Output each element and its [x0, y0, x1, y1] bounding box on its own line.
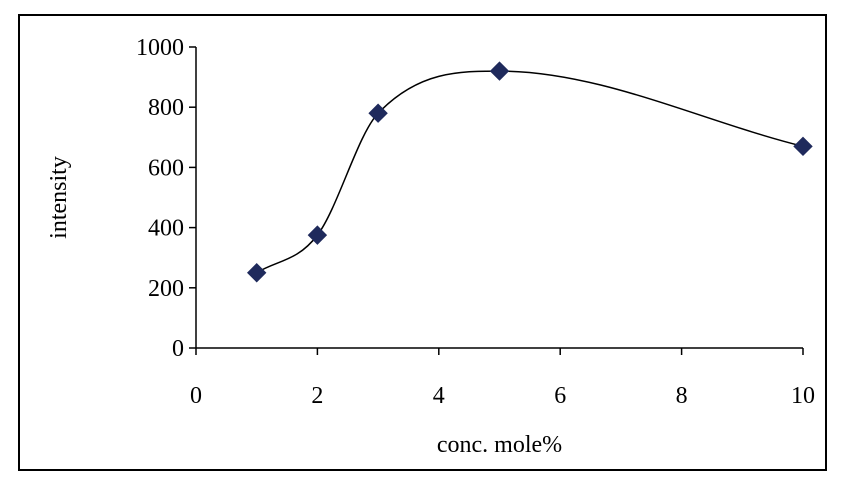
x-tick-label: 10	[791, 383, 815, 409]
data-point-marker	[307, 225, 328, 245]
x-axis-label: conc. mole%	[437, 432, 562, 458]
series-markers	[246, 61, 813, 283]
chart-axes	[195, 47, 803, 349]
chart-ticks: 0 200 400 600 800 1000 0 2 4 6 8 10	[136, 35, 815, 409]
y-tick-label: 600	[148, 155, 184, 181]
data-point-marker	[793, 136, 813, 157]
y-tick-label: 800	[148, 95, 184, 121]
y-axis-label: intensity	[46, 156, 72, 239]
data-point-marker	[368, 103, 388, 123]
chart-frame	[18, 14, 827, 471]
y-tick-label: 200	[148, 276, 184, 302]
y-tick-label: 1000	[136, 35, 184, 61]
y-tick-label: 0	[172, 336, 184, 362]
x-tick-label: 8	[676, 383, 688, 409]
x-tick-label: 6	[554, 383, 566, 409]
y-tick-label: 400	[148, 216, 184, 242]
data-point-marker	[489, 61, 510, 81]
x-tick-label: 0	[190, 383, 202, 409]
x-tick-label: 4	[433, 383, 445, 409]
data-point-marker	[246, 263, 267, 283]
series-curve	[256, 70, 804, 274]
x-tick-label: 2	[311, 383, 323, 409]
